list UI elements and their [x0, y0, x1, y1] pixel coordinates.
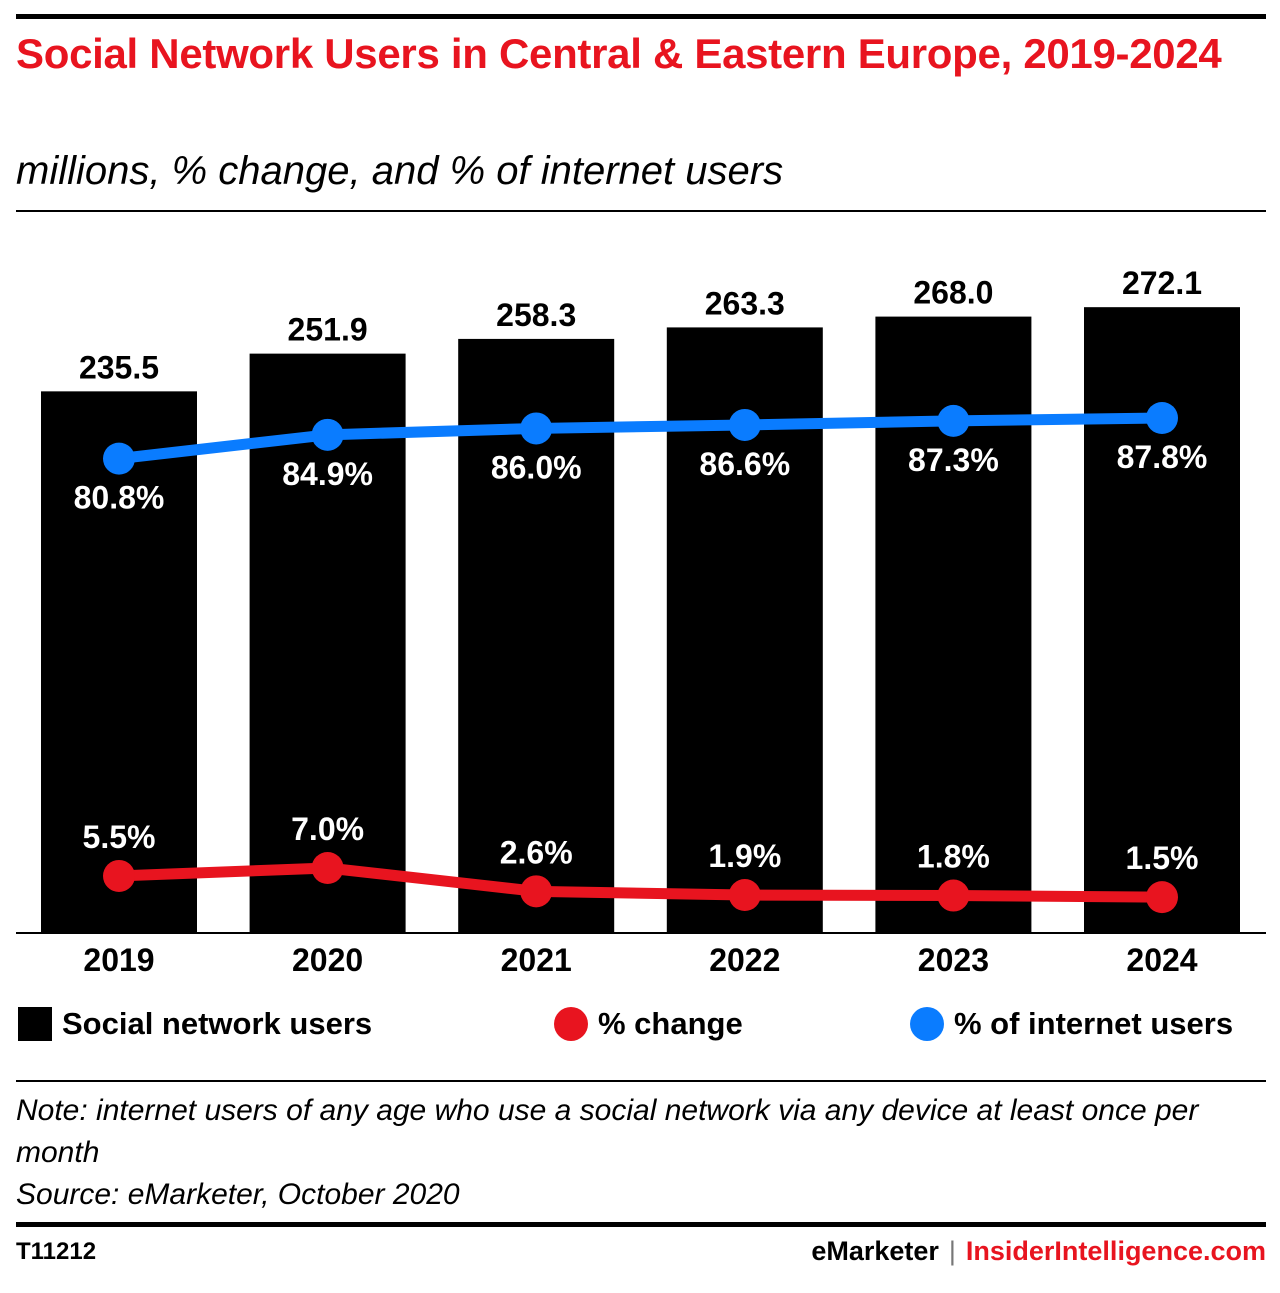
percent-change-label-2021: 2.6% — [500, 834, 573, 870]
internet-users-point-2024 — [1146, 402, 1178, 434]
internet-users-point-2020 — [311, 418, 344, 451]
bar-value-label-2020: 251.9 — [288, 312, 368, 348]
bar-2024 — [1084, 307, 1240, 933]
legend-item-social-network-users: Social network users — [18, 1006, 372, 1042]
x-tick-label-2020: 2020 — [292, 942, 363, 978]
percent-change-point-2020 — [311, 852, 344, 884]
internet-users-label-2021: 86.0% — [491, 449, 582, 485]
legend-red-dot-icon — [554, 1007, 588, 1041]
legend-label: % of internet users — [954, 1006, 1234, 1041]
footer-brand: eMarketer | InsiderIntelligence.com — [811, 1236, 1266, 1267]
chart-subtitle: millions, % change, and % of internet us… — [16, 149, 784, 193]
percent-change-point-2024 — [1146, 881, 1178, 914]
legend-square-icon — [18, 1007, 52, 1041]
percent-change-point-2019 — [103, 859, 135, 892]
internet-users-line — [113, 412, 1168, 465]
bar-value-label-2022: 263.3 — [705, 285, 785, 321]
internet-users-point-2021 — [520, 412, 553, 445]
x-tick-label-2022: 2022 — [709, 942, 780, 978]
notes: Note: internet users of any age who use … — [16, 1090, 1256, 1216]
title-divider — [16, 210, 1266, 212]
chart-id: T11212 — [16, 1238, 97, 1265]
percent-change-label-2020: 7.0% — [291, 811, 364, 847]
bar-value-label-2024: 272.1 — [1122, 265, 1202, 301]
internet-users-label-2020: 84.9% — [282, 456, 373, 492]
bar-value-label-2023: 268.0 — [913, 275, 993, 311]
note-divider — [16, 1080, 1266, 1082]
percent-change-line — [113, 862, 1168, 903]
x-tick-label-2021: 2021 — [501, 942, 572, 978]
internet-users-label-2019: 80.8% — [74, 480, 165, 516]
percent-change-point-2021 — [520, 875, 553, 908]
legend-label: % change — [598, 1006, 743, 1041]
bottom-rule — [16, 1222, 1266, 1227]
internet-users-point-2022 — [728, 408, 761, 441]
chart-plot: 235.5 2019 251.9 2020 258.3 2021 263.3 2022 268.… — [16, 265, 1266, 978]
legend-item-percent-change: % change — [554, 1006, 743, 1042]
internet-users-label-2022: 86.6% — [699, 446, 790, 482]
note-text: Note: internet users of any age who use … — [16, 1094, 1199, 1169]
source-text: Source: eMarketer, October 2020 — [16, 1178, 460, 1211]
internet-users-label-2023: 87.3% — [908, 442, 999, 478]
x-tick-label-2024: 2024 — [1126, 942, 1197, 978]
chart-title: Social Network Users in Central & Easter… — [16, 30, 1222, 77]
legend-blue-dot-icon — [910, 1007, 944, 1041]
legend-label: Social network users — [62, 1006, 373, 1041]
x-tick-label-2023: 2023 — [918, 942, 989, 978]
x-tick-label-2019: 2019 — [83, 942, 154, 978]
percent-change-label-2022: 1.9% — [708, 838, 781, 874]
percent-change-point-2023 — [937, 879, 970, 912]
brand-emarketer: eMarketer — [811, 1236, 939, 1266]
percent-change-label-2019: 5.5% — [83, 819, 156, 855]
internet-users-label-2024: 87.8% — [1117, 439, 1208, 475]
percent-change-label-2023: 1.8% — [917, 839, 990, 875]
legend-item-percent-internet-users: % of internet users — [910, 1006, 1233, 1042]
bar-value-label-2021: 258.3 — [496, 297, 576, 333]
labels-layer: 235.5 2019 251.9 2020 258.3 2021 263.3 2022 268.… — [74, 265, 1208, 978]
brand-separator: | — [948, 1236, 956, 1266]
internet-users-point-2023 — [937, 404, 970, 437]
lines-layer — [103, 402, 1178, 914]
internet-users-point-2019 — [103, 442, 135, 475]
brand-insider-intelligence: InsiderIntelligence.com — [965, 1236, 1266, 1266]
bars-layer — [41, 307, 1240, 934]
percent-change-point-2022 — [728, 879, 761, 912]
bar-2019 — [41, 391, 197, 934]
top-rule — [16, 14, 1266, 19]
bar-value-label-2019: 235.5 — [79, 349, 159, 385]
percent-change-label-2024: 1.5% — [1126, 840, 1199, 876]
legend: Social network users % change % of inter… — [16, 1006, 1266, 1050]
